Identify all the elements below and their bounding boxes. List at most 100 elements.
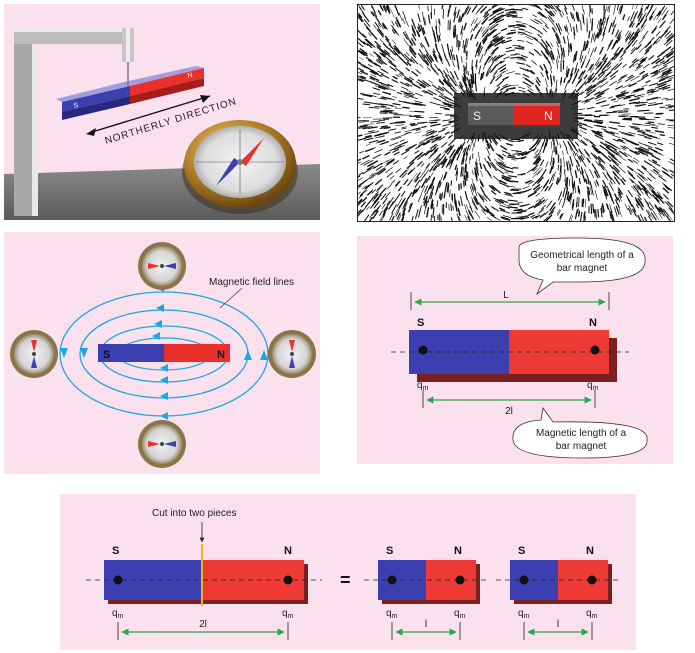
iron-filing — [645, 209, 651, 217]
iron-filing — [628, 158, 634, 163]
iron-filing — [367, 64, 373, 68]
iron-filing — [501, 217, 511, 221]
iron-filing — [556, 209, 560, 215]
iron-filing — [499, 67, 507, 73]
iron-filing — [482, 35, 489, 43]
iron-filing — [584, 94, 590, 98]
iron-filing — [465, 204, 468, 209]
iron-filing — [572, 13, 576, 22]
iron-filing — [474, 167, 478, 179]
iron-filing — [430, 185, 435, 194]
iron-filing — [533, 167, 541, 175]
iron-filing — [480, 170, 483, 177]
iron-filing — [665, 36, 674, 44]
iron-filing — [358, 61, 367, 68]
iron-filing — [430, 121, 438, 124]
iron-filing — [487, 217, 493, 221]
iron-filing — [370, 121, 380, 123]
iron-filing — [623, 44, 630, 53]
iron-filing — [424, 17, 427, 25]
iron-filing — [360, 201, 366, 208]
iron-filing — [499, 182, 510, 188]
iron-filing — [525, 64, 531, 68]
iron-filing — [641, 184, 647, 191]
iron-filing — [498, 158, 505, 164]
iron-filing — [483, 60, 488, 70]
iron-filing — [668, 105, 674, 108]
iron-filing — [421, 182, 425, 188]
iron-filing — [589, 180, 593, 189]
full-pole-n: N — [284, 545, 292, 557]
iron-filing — [488, 43, 493, 49]
iron-filing — [395, 74, 400, 78]
iron-filing — [582, 55, 587, 65]
iron-filing — [370, 81, 381, 86]
iron-filing — [507, 24, 518, 27]
iron-filing — [597, 20, 599, 29]
iron-filing — [419, 43, 423, 48]
iron-filing — [387, 159, 395, 164]
iron-filing — [434, 43, 438, 50]
iron-filing — [568, 138, 573, 144]
iron-filing — [553, 5, 559, 12]
iron-filing — [534, 149, 539, 155]
iron-filing — [443, 189, 446, 199]
cut-label: Cut into two pieces — [152, 508, 237, 519]
iron-filing — [524, 33, 534, 38]
iron-filing — [467, 144, 471, 150]
iron-filing — [532, 14, 538, 18]
suspended-magnet-panel: S N NORTHERLY DIRECTION — [4, 4, 320, 220]
iron-filing — [569, 22, 573, 32]
iron-filing — [617, 34, 622, 40]
iron-filing — [414, 102, 426, 107]
iron-filing — [456, 153, 461, 161]
iron-filing — [547, 16, 554, 25]
iron-filing — [651, 89, 657, 92]
iron-filing — [386, 5, 391, 13]
iron-filing — [359, 7, 365, 15]
iron-filing — [480, 6, 488, 14]
iron-filing — [412, 172, 418, 179]
iron-filing — [403, 196, 410, 207]
iron-filing — [390, 106, 398, 108]
iron-filing — [450, 84, 457, 92]
iron-filing — [386, 172, 393, 178]
iron-filing — [518, 215, 529, 219]
iron-filing — [654, 198, 661, 205]
iron-filing — [573, 32, 575, 40]
iron-filing — [401, 212, 406, 221]
iron-filing — [424, 36, 430, 46]
iron-filing — [358, 182, 363, 187]
iron-filing — [667, 55, 674, 61]
iron-filing — [403, 53, 412, 63]
iron-filing — [566, 162, 569, 172]
iron-filing — [362, 127, 371, 130]
iron-filing — [359, 189, 367, 197]
iron-filing — [578, 78, 583, 84]
iron-filing — [450, 180, 453, 186]
iron-filing — [410, 38, 416, 46]
iron-filing — [645, 11, 650, 18]
iron-filing — [617, 194, 622, 202]
iron-filing — [398, 100, 408, 104]
iron-filing — [585, 151, 591, 160]
iron-filing — [617, 111, 629, 113]
iron-filing — [651, 27, 657, 34]
iron-filing — [461, 56, 463, 63]
iron-filing — [430, 143, 437, 150]
iron-filing — [632, 88, 641, 92]
iron-filing — [631, 204, 637, 213]
iron-filing — [452, 153, 456, 159]
iron-filing — [531, 215, 538, 220]
iron-filing — [580, 81, 586, 88]
iron-filing — [517, 156, 527, 160]
iron-filing — [480, 194, 485, 201]
iron-filing — [500, 216, 511, 221]
iron-filing — [446, 59, 451, 67]
iron-filing — [414, 179, 421, 188]
iron-filing — [661, 68, 668, 72]
iron-filing — [406, 52, 410, 57]
iron-filing — [548, 15, 555, 23]
iron-filing — [566, 26, 569, 35]
iron-filing — [648, 83, 655, 87]
